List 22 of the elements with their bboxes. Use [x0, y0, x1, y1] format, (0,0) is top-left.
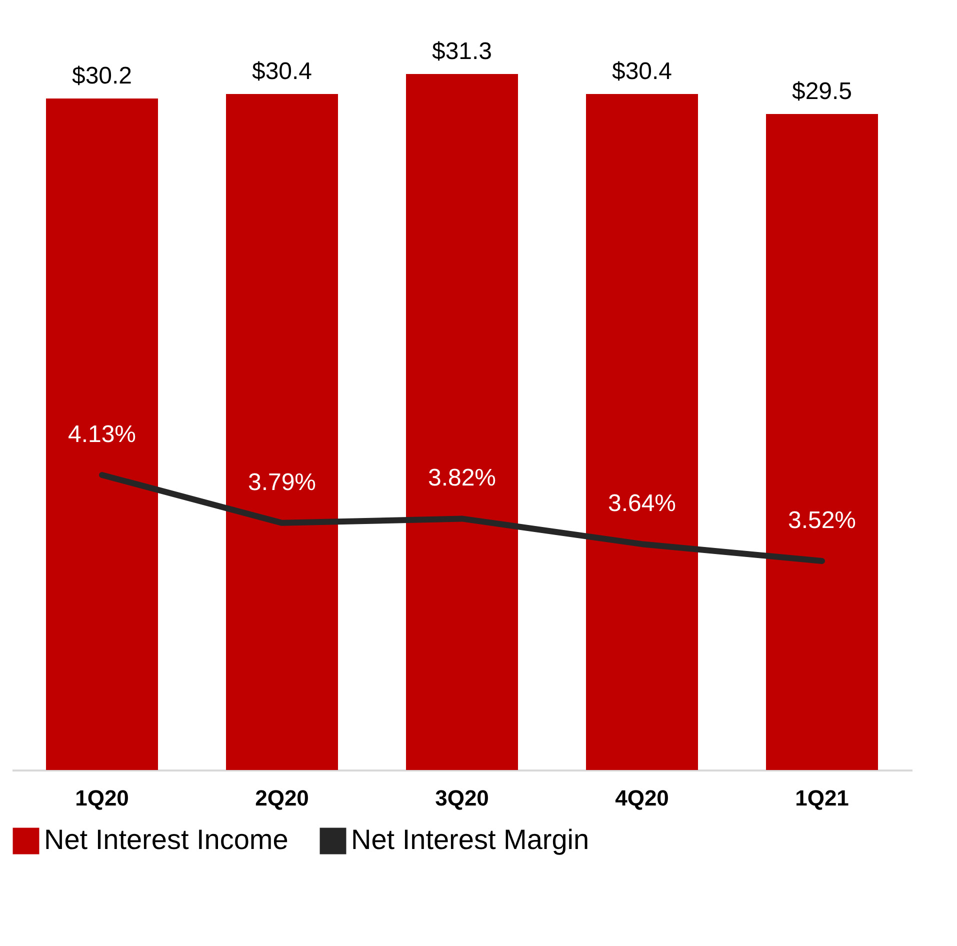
x-tick-label: 2Q20	[255, 786, 309, 810]
bar	[766, 114, 878, 770]
data-label: $29.5	[792, 78, 852, 106]
legend-label: Net Interest Margin	[351, 824, 590, 855]
x-tick-label: 1Q21	[795, 786, 849, 810]
data-label: 4.13%	[68, 421, 136, 448]
data-label: 3.52%	[788, 507, 856, 534]
x-tick-label: 1Q20	[75, 786, 129, 810]
data-label: $30.4	[612, 58, 672, 86]
legend-label: Net Interest Income	[44, 824, 288, 855]
x-tick-label: 3Q20	[435, 786, 489, 810]
data-label: $30.4	[252, 58, 312, 86]
bar	[226, 94, 338, 770]
data-label: 3.79%	[248, 468, 316, 496]
data-label: $30.2	[72, 62, 132, 90]
data-label: 3.64%	[608, 490, 676, 518]
data-label: $31.3	[432, 38, 492, 65]
bar	[586, 94, 698, 770]
x-tick-label: 4Q20	[615, 786, 669, 810]
bar	[46, 98, 158, 770]
bar	[406, 74, 518, 770]
data-label: 3.82%	[428, 464, 496, 492]
